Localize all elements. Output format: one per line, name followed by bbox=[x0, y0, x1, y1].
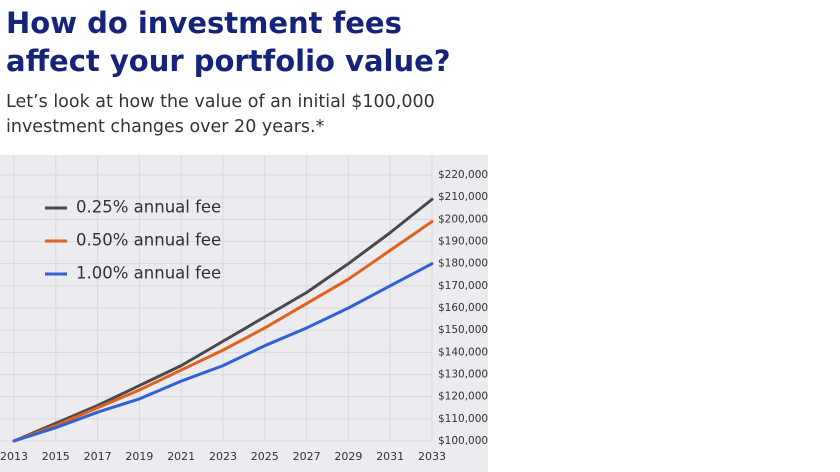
x-tick-label: 2027 bbox=[293, 450, 321, 463]
x-tick-label: 2023 bbox=[209, 450, 237, 463]
y-tick-label: $210,000 bbox=[438, 191, 488, 203]
x-tick-label: 2033 bbox=[418, 450, 446, 463]
y-tick-label: $150,000 bbox=[438, 324, 488, 336]
x-tick-label: 2015 bbox=[42, 450, 70, 463]
y-tick-label: $190,000 bbox=[438, 236, 488, 248]
chart-background bbox=[0, 155, 488, 472]
y-tick-label: $130,000 bbox=[438, 369, 488, 381]
x-tick-label: 2031 bbox=[376, 450, 404, 463]
y-tick-label: $220,000 bbox=[438, 169, 488, 181]
x-tick-label: 2017 bbox=[84, 450, 112, 463]
chart-subtitle: Let’s look at how the value of an initia… bbox=[6, 92, 435, 137]
x-tick-label: 2019 bbox=[125, 450, 153, 463]
y-tick-label: $170,000 bbox=[438, 280, 488, 292]
line bbox=[12, 262, 434, 443]
y-tick-label: $100,000 bbox=[438, 435, 488, 447]
x-tick-label: 2029 bbox=[334, 450, 362, 463]
y-tick-label: $160,000 bbox=[438, 302, 488, 314]
x-tick-label: 2025 bbox=[251, 450, 279, 463]
line bbox=[12, 220, 434, 443]
legend-label: 0.25% annual fee bbox=[76, 198, 221, 217]
y-tick-label: $200,000 bbox=[438, 213, 488, 225]
y-tick-label: $140,000 bbox=[438, 346, 488, 358]
legend-label: 0.50% annual fee bbox=[76, 231, 221, 250]
chart: $100,000 $110,000 $120,000 $130,000 $140,000… bbox=[0, 155, 488, 472]
line bbox=[12, 197, 434, 443]
x-tick-label: 2021 bbox=[167, 450, 195, 463]
y-tick-label: $110,000 bbox=[438, 413, 488, 425]
y-tick-label: $180,000 bbox=[438, 258, 488, 270]
chart-title: How do investment fees affect your portf… bbox=[6, 6, 451, 78]
legend-label: 1.00% annual fee bbox=[76, 264, 221, 283]
x-tick-label: 2013 bbox=[0, 450, 28, 463]
y-tick-label: $120,000 bbox=[438, 391, 488, 403]
